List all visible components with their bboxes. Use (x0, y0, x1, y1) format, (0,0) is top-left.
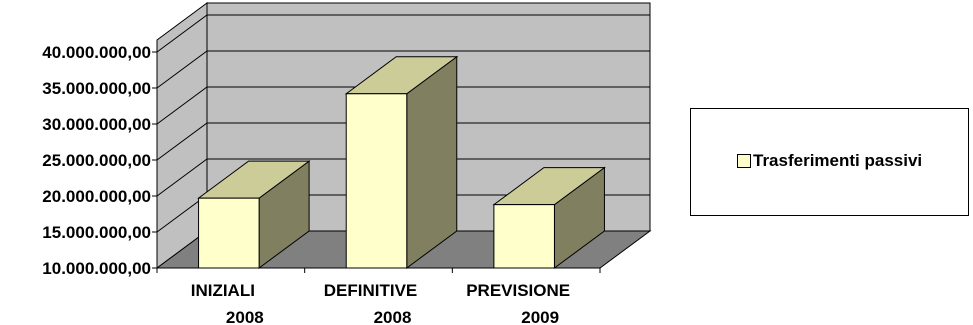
gridline (156, 86, 650, 125)
x-tick-label: PREVISIONE (466, 281, 570, 300)
y-tick-label: 15.000.000,00 (42, 223, 151, 242)
bar-front (198, 197, 260, 269)
bar-3 (492, 166, 606, 269)
y-axis: 10.000.000,00 15.000.000,00 20.000.000,00 2… (42, 43, 158, 278)
gridline (156, 122, 650, 161)
legend-swatch (737, 154, 751, 168)
y-tick-label: 10.000.000,00 (42, 259, 151, 278)
x-tick-label: DEFINITIVE (324, 281, 418, 300)
bar-front (493, 204, 555, 269)
y-tick-label: 35.000.000,00 (42, 79, 151, 98)
legend-label: Trasferimenti passivi (753, 151, 923, 170)
gridline (156, 14, 650, 53)
legend: Trasferimenti passivi (690, 108, 969, 216)
x-tick-label: 2008 (226, 308, 264, 325)
x-tick-label: INIZIALI (191, 281, 255, 300)
y-tick-label: 20.000.000,00 (42, 187, 151, 206)
bar-chart-3d: 10.000.000,00 15.000.000,00 20.000.000,00 2… (42, 2, 652, 325)
y-tick-label: 25.000.000,00 (42, 151, 151, 170)
gridline (156, 50, 650, 89)
gridline (156, 158, 650, 197)
y-tick-label: 30.000.000,00 (42, 115, 151, 134)
bar-2 (344, 55, 459, 269)
x-tick-label: 2008 (374, 308, 412, 325)
legend-item: Trasferimenti passivi (737, 151, 922, 171)
bar-front (345, 93, 408, 269)
bars (197, 55, 606, 269)
y-tick-label: 40.000.000,00 (42, 43, 151, 62)
x-axis: INIZIALI 2008 DEFINITIVE 2008 PREVISIONE 2009 (156, 267, 601, 325)
bar-1 (197, 160, 311, 269)
x-tick-label: 2009 (521, 308, 559, 325)
